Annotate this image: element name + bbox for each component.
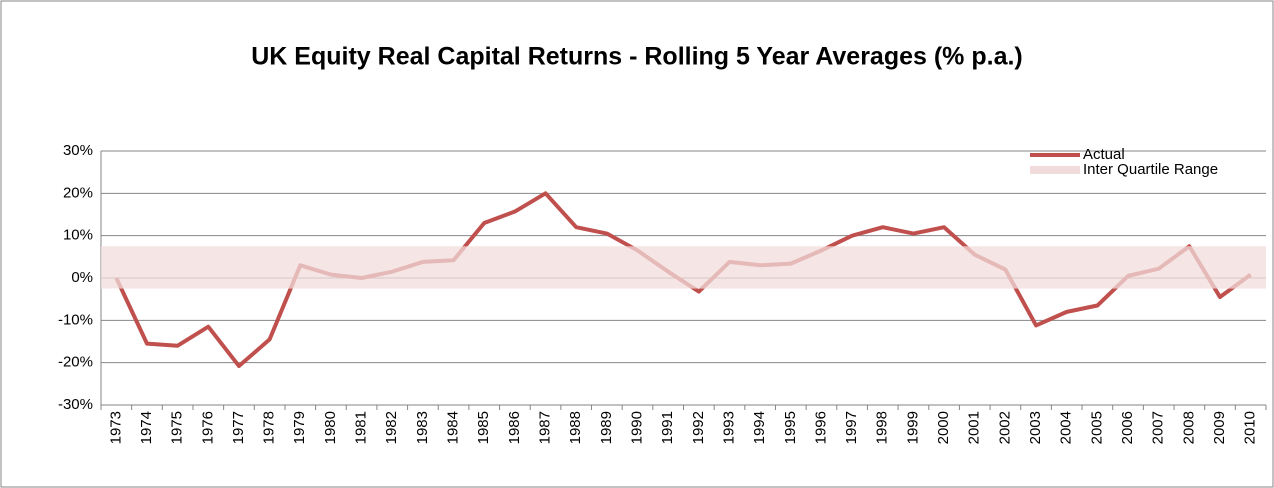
- x-tick-label: 2003: [1027, 411, 1044, 444]
- x-tick-label: 1973: [107, 411, 124, 444]
- x-tick-label: 2007: [1150, 411, 1167, 444]
- y-tick-label: -20%: [58, 354, 93, 371]
- x-tick-label: 2008: [1180, 411, 1197, 444]
- x-tick-label: 1988: [567, 411, 584, 444]
- x-tick-label: 1986: [506, 411, 523, 444]
- x-tick-label: 1978: [261, 411, 278, 444]
- x-tick-label: 1992: [690, 411, 707, 444]
- chart-title: UK Equity Real Capital Returns - Rolling…: [251, 43, 1023, 71]
- x-tick-label: 1977: [230, 411, 247, 444]
- x-tick-label: 2002: [996, 411, 1013, 444]
- x-tick-label: 2010: [1242, 411, 1259, 444]
- x-tick-label: 1990: [628, 411, 645, 444]
- y-tick-label: 20%: [63, 184, 93, 201]
- x-tick-label: 2006: [1119, 411, 1136, 444]
- x-tick-label: 1987: [537, 411, 554, 444]
- y-tick-label: 0%: [71, 269, 93, 286]
- x-tick-label: 2000: [935, 411, 952, 444]
- x-tick-label: 1983: [414, 411, 431, 444]
- x-tick-label: 1998: [874, 411, 891, 444]
- x-tick-label: 2001: [966, 411, 983, 444]
- x-tick-label: 1984: [445, 411, 462, 444]
- x-tick-label: 1979: [291, 411, 308, 444]
- x-tick-label: 1995: [782, 411, 799, 444]
- y-tick-label: -10%: [58, 311, 93, 328]
- x-tick-label: 2004: [1058, 411, 1075, 444]
- legend-label: Inter Quartile Range: [1083, 161, 1218, 178]
- x-tick-label: 1976: [199, 411, 216, 444]
- x-tick-label: 1991: [659, 411, 676, 444]
- iqr-band: [101, 246, 1266, 289]
- x-tick-label: 1985: [475, 411, 492, 444]
- x-tick-label: 1993: [720, 411, 737, 444]
- x-tick-label: 1996: [812, 411, 829, 444]
- x-tick-label: 1975: [169, 411, 186, 444]
- x-tick-label: 1981: [353, 411, 370, 444]
- x-tick-label: 1997: [843, 411, 860, 444]
- x-tick-label: 1982: [383, 411, 400, 444]
- legend-label: Actual: [1083, 146, 1125, 163]
- legend-swatch: [1030, 166, 1080, 174]
- y-tick-label: 30%: [63, 142, 93, 159]
- x-tick-label: 2005: [1088, 411, 1105, 444]
- y-tick-label: -30%: [58, 396, 93, 413]
- x-tick-label: 1999: [904, 411, 921, 444]
- x-tick-label: 2009: [1211, 411, 1228, 444]
- x-tick-label: 1994: [751, 411, 768, 444]
- x-tick-label: 1989: [598, 411, 615, 444]
- x-tick-label: 1980: [322, 411, 339, 444]
- x-tick-label: 1974: [138, 411, 155, 444]
- y-tick-label: 10%: [63, 227, 93, 244]
